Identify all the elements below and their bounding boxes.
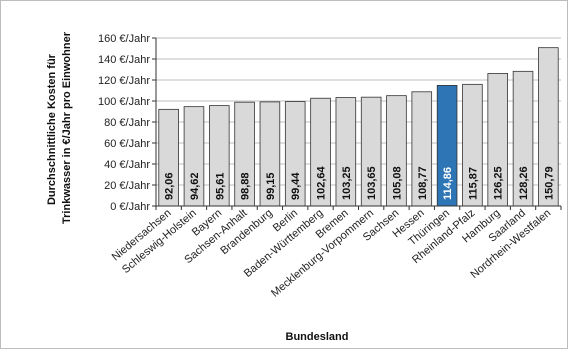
value-labels: 92,06 94,62 95,61 98,88 99,15 99,44 102,64 103,… xyxy=(164,165,556,200)
y-tick-label: 100 €/Jahr xyxy=(98,96,150,108)
x-axis-title: Bundesland xyxy=(286,331,349,343)
value-label: 99,44 xyxy=(290,172,302,200)
y-axis-title-line1: Durchschnittliche Kosten für xyxy=(46,53,58,205)
value-label: 103,65 xyxy=(366,166,378,200)
value-label: 126,25 xyxy=(493,166,505,200)
y-axis-ticks: 0 €/Jahr 20 €/Jahr 40 €/Jahr 60 €/Jahr 80 €/… xyxy=(98,33,156,213)
value-label: 115,87 xyxy=(467,167,479,200)
value-label: 114,86 xyxy=(442,167,454,200)
value-label: 108,77 xyxy=(417,166,429,200)
y-tick-label: 0 €/Jahr xyxy=(110,201,150,213)
y-tick-label: 40 €/Jahr xyxy=(104,159,150,171)
value-label: 150,79 xyxy=(543,166,555,200)
value-label: 128,26 xyxy=(518,166,530,200)
value-label: 105,08 xyxy=(391,166,403,200)
y-axis-title: Durchschnittliche Kosten für Trinkwasser… xyxy=(46,31,73,224)
y-tick-label: 60 €/Jahr xyxy=(104,138,150,150)
value-label: 92,06 xyxy=(164,172,176,200)
y-tick-label: 140 €/Jahr xyxy=(98,54,150,66)
value-label: 94,62 xyxy=(189,172,201,200)
x-axis-ticks: NiedersachsenSchleswig-HolsteinBayernSac… xyxy=(110,206,562,300)
y-tick-label: 120 €/Jahr xyxy=(98,75,150,87)
y-tick-label: 160 €/Jahr xyxy=(98,33,150,45)
y-tick-label: 20 €/Jahr xyxy=(104,180,150,192)
value-label: 95,61 xyxy=(214,172,226,200)
value-label: 102,64 xyxy=(316,165,328,200)
value-label: 99,15 xyxy=(265,172,277,200)
value-label: 103,25 xyxy=(341,166,353,200)
y-tick-label: 80 €/Jahr xyxy=(104,117,150,129)
value-label: 98,88 xyxy=(240,172,252,200)
y-axis-title-line2: Trinkwasser in €/Jahr pro Einwohner xyxy=(61,31,73,224)
